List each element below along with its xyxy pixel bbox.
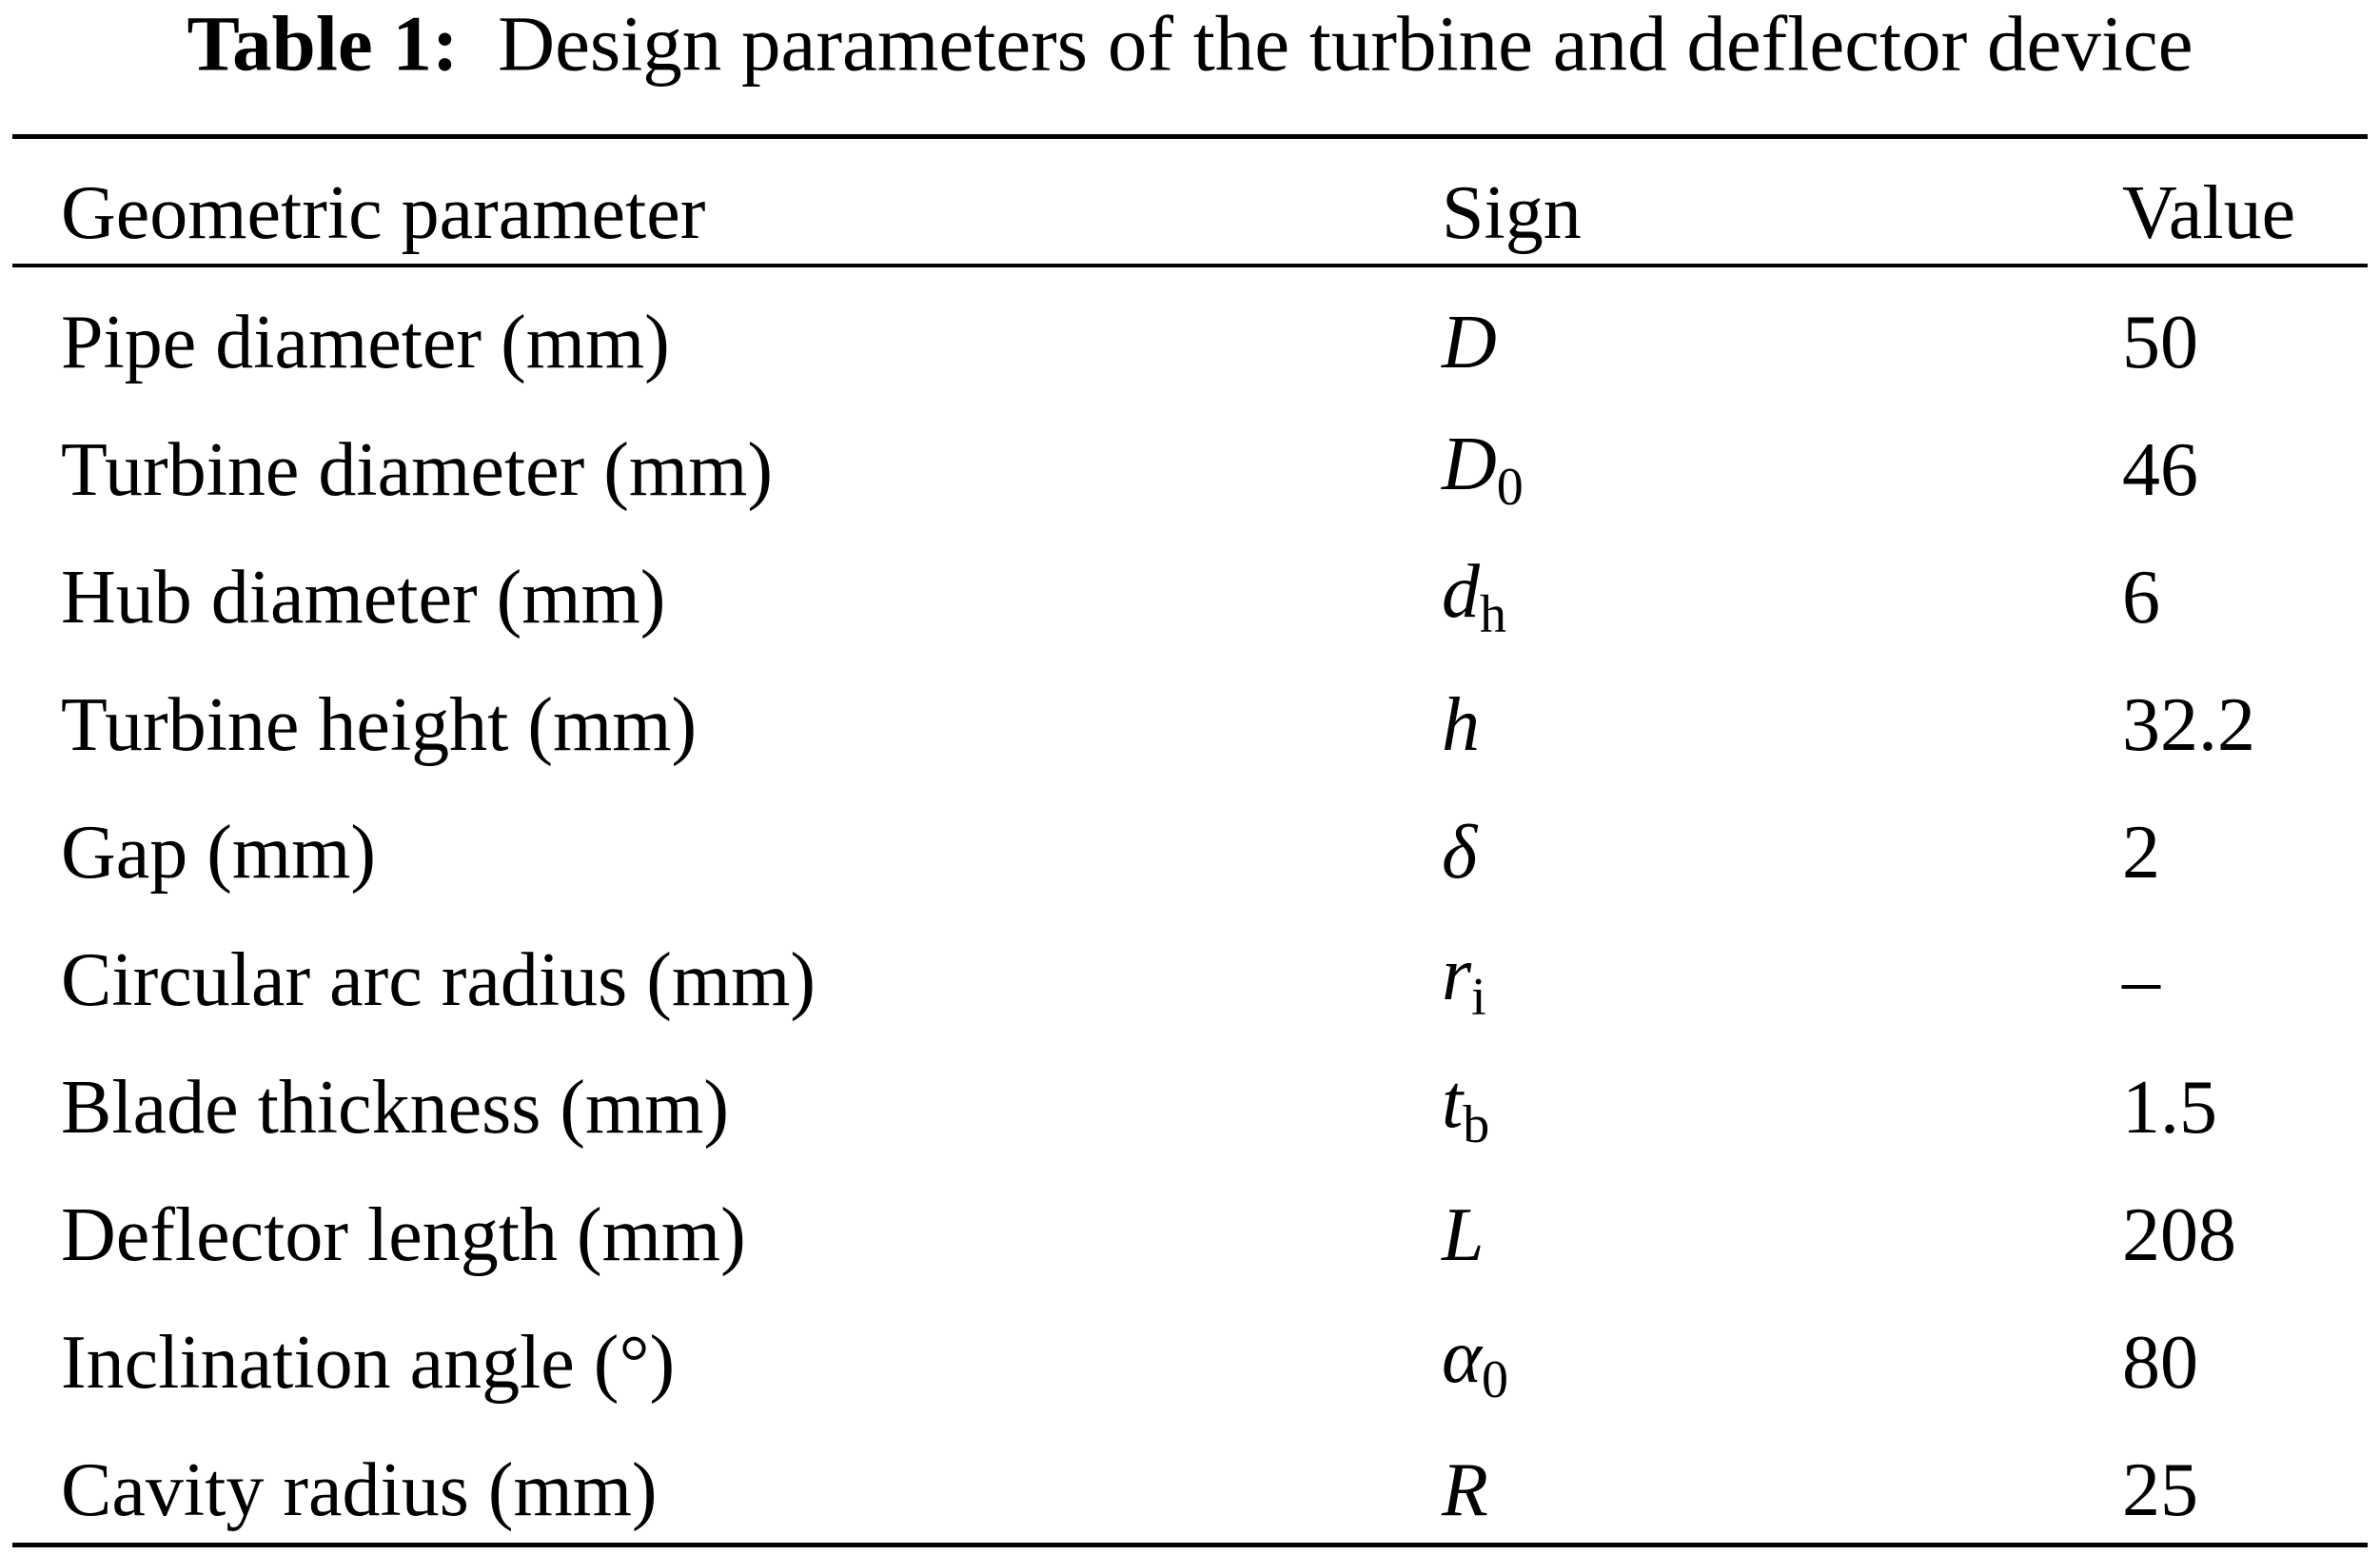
value-cell: 46 [2122, 428, 2198, 512]
sign-cell: δ [1442, 815, 1477, 891]
value-cell: 2 [2122, 811, 2160, 895]
table-caption: Table 1: Design parameters of the turbin… [0, 4, 2380, 84]
sign-cell: tb [1442, 1064, 1489, 1151]
sign-symbol: δ [1442, 811, 1478, 895]
value-cell: – [2122, 938, 2160, 1022]
sign-symbol: r [1442, 933, 1472, 1016]
sign-symbol: D [1442, 301, 1497, 384]
column-header: Geometric parameter [61, 171, 706, 255]
parameter-cell: Blade thickness (mm) [61, 1066, 730, 1150]
sign-subscript: h [1480, 585, 1506, 644]
caption-label: Table 1: [187, 0, 459, 88]
sign-cell: D [1442, 305, 1497, 381]
sign-subscript: b [1463, 1095, 1490, 1154]
parameter-cell: Inclination angle (°) [61, 1321, 676, 1405]
sign-cell: h [1442, 687, 1480, 763]
sign-symbol: h [1442, 683, 1480, 767]
sign-cell: dh [1442, 554, 1506, 641]
parameter-cell: Circular arc radius (mm) [61, 938, 816, 1022]
parameter-cell: Pipe diameter (mm) [61, 301, 670, 384]
sign-cell: α0 [1442, 1319, 1508, 1407]
header-rule [12, 264, 2368, 267]
sign-symbol: t [1442, 1060, 1464, 1144]
sign-cell: D0 [1442, 426, 1524, 514]
parameter-cell: Hub diameter (mm) [61, 556, 666, 640]
column-header: Sign [1442, 171, 1582, 255]
sign-subscript: 0 [1482, 1350, 1508, 1409]
value-cell: 50 [2122, 301, 2198, 384]
sign-cell: R [1442, 1452, 1488, 1528]
parameter-cell: Turbine height (mm) [61, 683, 698, 767]
parameter-cell: Gap (mm) [61, 811, 377, 895]
sign-symbol: L [1442, 1193, 1485, 1277]
sign-symbol: R [1442, 1448, 1488, 1532]
value-cell: 208 [2122, 1193, 2236, 1277]
sign-subscript: 0 [1496, 458, 1524, 517]
value-cell: 25 [2122, 1448, 2198, 1532]
value-cell: 32.2 [2122, 683, 2255, 767]
parameter-cell: Turbine diameter (mm) [61, 428, 774, 512]
sign-cell: ri [1442, 936, 1486, 1024]
column-header: Value [2122, 171, 2296, 255]
parameter-cell: Cavity radius (mm) [61, 1448, 658, 1532]
value-cell: 6 [2122, 556, 2160, 640]
value-cell: 1.5 [2122, 1066, 2217, 1150]
top-rule [12, 134, 2368, 139]
sign-subscript: i [1471, 968, 1486, 1027]
sign-symbol: D [1442, 423, 1497, 506]
caption-text: Design parameters of the turbine and def… [498, 0, 2193, 88]
bottom-rule [12, 1543, 2368, 1547]
parameter-cell: Deflector length (mm) [61, 1193, 746, 1277]
sign-cell: L [1442, 1197, 1485, 1273]
sign-symbol: α [1442, 1315, 1482, 1399]
value-cell: 80 [2122, 1321, 2198, 1405]
sign-symbol: d [1442, 550, 1480, 634]
